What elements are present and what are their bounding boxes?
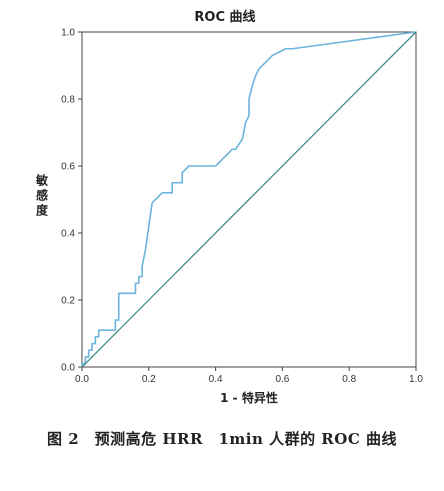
x-tick-label: 1.0 <box>409 374 423 385</box>
x-axis-title: 1 - 特异性 <box>220 390 278 405</box>
roc-curve-line <box>81 31 417 367</box>
y-axis-title-char: 感 <box>36 188 48 203</box>
series-layer <box>81 31 417 368</box>
x-tick-label: 0.8 <box>342 374 356 385</box>
chart-title: ROC 曲线 <box>194 9 255 25</box>
x-tick-label: 0.4 <box>209 374 223 385</box>
x-tick-label: 0.6 <box>275 374 289 385</box>
y-axis-title-char: 敏 <box>35 173 49 188</box>
plot-area-frame <box>81 31 417 368</box>
reference-diagonal-line <box>81 31 417 368</box>
y-tick-label: 1.0 <box>61 28 75 39</box>
y-axis-ticks: 0.0 0.2 0.4 0.6 0.8 1.0 <box>61 28 82 374</box>
y-tick-label: 0.4 <box>61 229 75 240</box>
y-axis-title: 敏感度 <box>35 173 49 218</box>
y-axis-title-char: 度 <box>36 203 49 218</box>
y-tick-label: 0.0 <box>61 363 75 374</box>
figure-caption: 图 2 预测高危 HRR 1min 人群的 ROC 曲线 <box>46 430 398 448</box>
x-axis-ticks: 0.0 0.2 0.4 0.6 0.8 1.0 <box>75 367 423 385</box>
roc-chart: ROC 曲线 0.0 0.2 0.4 0.6 0.8 1.0 0.00.20.40.60.… <box>35 9 423 405</box>
x-tick-label: 0.2 <box>142 374 156 385</box>
y-tick-label: 0.6 <box>61 162 75 173</box>
x-tick-label: 0.0 <box>75 374 89 385</box>
y-tick-label: 0.8 <box>61 95 75 106</box>
y-tick-label: 0.2 <box>61 296 75 307</box>
